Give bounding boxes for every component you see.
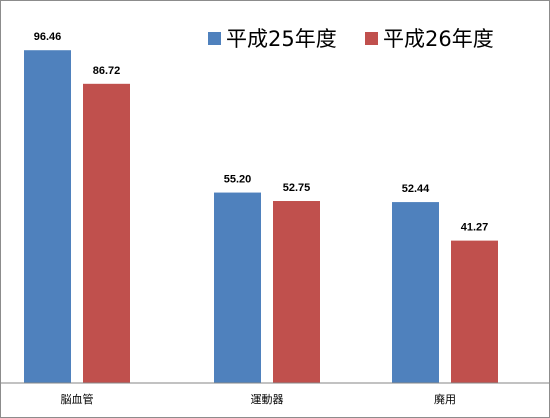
- bar-h25-1: [214, 192, 261, 383]
- bar-h26-2: [451, 240, 498, 383]
- data-label-h25-2: 52.44: [402, 183, 430, 195]
- legend-label-h25: 平成25年度: [226, 27, 337, 51]
- category-label-2: 廃用: [434, 392, 456, 406]
- data-label-h26-1: 52.75: [283, 182, 311, 194]
- data-label-h25-1: 55.20: [224, 174, 252, 186]
- bar-h25-2: [392, 202, 439, 383]
- legend-label-h26: 平成26年度: [383, 27, 494, 51]
- category-label-0: 脳血管: [61, 392, 94, 406]
- bar-h26-0: [83, 83, 130, 383]
- bar-h26-1: [273, 201, 320, 383]
- data-label-h25-0: 96.46: [34, 31, 62, 43]
- data-label-h26-2: 41.27: [461, 222, 489, 234]
- legend-swatch-h26: [365, 32, 378, 45]
- bar-h25-0: [24, 50, 71, 383]
- legend-swatch-h25: [208, 32, 221, 45]
- category-label-1: 運動器: [251, 392, 284, 406]
- data-label-h26-0: 86.72: [93, 65, 121, 77]
